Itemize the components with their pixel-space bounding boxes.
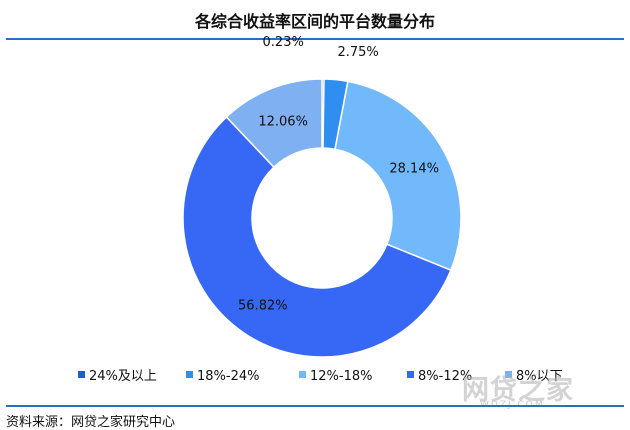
donut-slice-4: [225, 78, 323, 169]
legend-label-0: 24%及以上: [89, 369, 157, 384]
data-label-0: 0.23%: [263, 35, 304, 50]
legend-swatch-1: [186, 371, 193, 378]
watermark-logo: 网贷之家: [462, 375, 574, 406]
source-note: 资料来源：网贷之家研究中心: [6, 415, 176, 430]
donut-slice-2: [334, 80, 462, 272]
legend-item-0: 24%及以上: [78, 369, 157, 384]
legend-label-4: 8%以下: [516, 369, 563, 384]
legend-item-2: 12%-18%: [299, 369, 372, 384]
legend-swatch-0: [78, 371, 85, 378]
data-label-3: 56.82%: [238, 299, 288, 314]
bottom-divider: [6, 405, 624, 407]
data-label-4: 12.06%: [258, 114, 308, 129]
legend-label-3: 8%-12%: [418, 369, 472, 384]
legend-item-1: 18%-24%: [186, 369, 259, 384]
legend-label-2: 12%-18%: [310, 369, 372, 384]
donut-chart: 0.23% 2.75% 28.14% 56.82% 12.06% 24%及以上 18%-2…: [78, 35, 563, 384]
chart-title: 各综合收益率区间的平台数量分布: [194, 12, 435, 31]
legend-swatch-4: [505, 371, 512, 378]
legend-swatch-3: [407, 371, 414, 378]
chart-legend: 24%及以上 18%-24% 12%-18% 8%-12% 8%以下: [78, 369, 563, 384]
data-labels: 0.23% 2.75% 28.14% 56.82% 12.06%: [238, 35, 439, 314]
donut-slices: [182, 78, 462, 358]
legend-item-4: 8%以下: [505, 369, 563, 384]
legend-swatch-2: [299, 371, 306, 378]
legend-item-3: 8%-12%: [407, 369, 472, 384]
data-label-2: 28.14%: [389, 162, 439, 177]
top-divider: [6, 38, 624, 40]
legend-label-1: 18%-24%: [197, 369, 259, 384]
donut-slice-3: [182, 115, 452, 358]
data-label-1: 2.75%: [337, 45, 378, 60]
